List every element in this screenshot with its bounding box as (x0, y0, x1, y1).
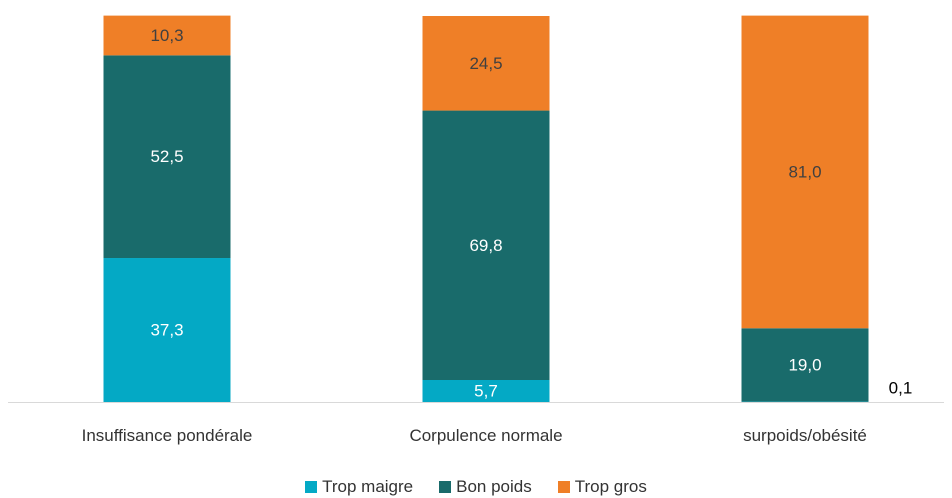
legend-swatch-icon (305, 481, 317, 493)
data-label: 5,7 (474, 381, 498, 400)
data-label: 69,8 (469, 236, 502, 255)
category-label: surpoids/obésité (743, 426, 867, 445)
data-label: 81,0 (788, 162, 821, 181)
legend-item: Bon poids (439, 477, 532, 497)
category-label: Corpulence normale (409, 426, 562, 445)
data-label: 24,5 (469, 54, 502, 73)
legend-label: Trop gros (575, 477, 647, 497)
bars-group: 37,3 52,5 10,3 5,7 69,8 24,5 0,1 19,0 81,0 (104, 16, 913, 402)
data-label: 52,5 (150, 147, 183, 166)
data-label: 37,3 (150, 321, 183, 340)
legend: Trop maigre Bon poids Trop gros (0, 476, 952, 498)
stacked-bar-chart: 37,3 52,5 10,3 5,7 69,8 24,5 0,1 19,0 81,0 Insuf… (0, 0, 952, 470)
category-labels: Insuffisance pondérale Corpulence normale… (82, 426, 867, 445)
legend-swatch-icon (439, 481, 451, 493)
data-label: 19,0 (788, 355, 821, 374)
data-label: 0,1 (889, 379, 913, 398)
category-label: Insuffisance pondérale (82, 426, 253, 445)
legend-swatch-icon (558, 481, 570, 493)
legend-item: Trop maigre (305, 477, 413, 497)
legend-label: Trop maigre (322, 477, 413, 497)
legend-item: Trop gros (558, 477, 647, 497)
data-label: 10,3 (150, 26, 183, 45)
legend-label: Bon poids (456, 477, 532, 497)
